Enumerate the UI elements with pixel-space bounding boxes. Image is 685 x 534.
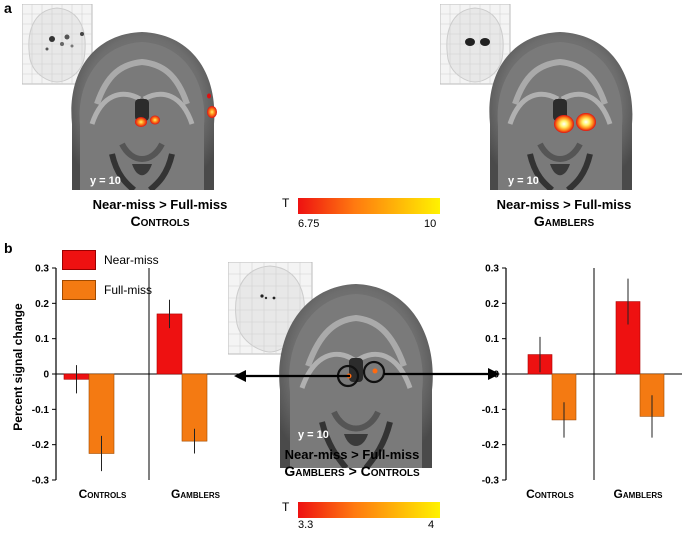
- y-tick-label: -0.2: [32, 440, 50, 451]
- y-tick-label: -0.1: [32, 405, 50, 416]
- colorbar-max: 10: [424, 218, 437, 230]
- y-tick-label: 0: [43, 370, 49, 381]
- legend: Near-miss Full-miss: [62, 250, 159, 300]
- legend-swatch-full-miss: [62, 280, 96, 300]
- arrow-right-icon: [488, 368, 500, 380]
- brain-scan-gamblers-vs-controls: y = 10: [228, 262, 433, 468]
- contrast-label: Near-miss > Full-miss: [496, 197, 632, 212]
- y-tick-label: -0.3: [482, 476, 500, 487]
- slice-coordinate: y = 10: [298, 429, 329, 441]
- colorbar-max: 4: [428, 519, 435, 531]
- y-tick-label: -0.3: [32, 476, 50, 487]
- legend-label: Full-miss: [104, 283, 152, 297]
- colorbar-symbol: T: [282, 500, 290, 514]
- legend-swatch-near-miss: [62, 250, 96, 270]
- colorbar-min: 3.3: [298, 519, 314, 531]
- arrow-left-icon: [234, 370, 246, 382]
- category-label: Controls: [79, 487, 127, 501]
- group-label: Gamblers: [533, 213, 595, 229]
- y-tick-label: 0.3: [35, 264, 49, 275]
- y-tick-label: 0.3: [485, 264, 499, 275]
- category-label: Gamblers: [614, 487, 664, 501]
- roi-circle-right: [362, 360, 386, 384]
- slice-coordinate: y = 10: [90, 175, 121, 187]
- category-label: Gamblers: [171, 487, 221, 501]
- panel-letter-b: b: [4, 240, 13, 256]
- y-tick-label: 0.1: [485, 334, 499, 345]
- y-tick-label: 0.2: [485, 299, 499, 310]
- brain-scan-gamblers: y = 10: [440, 4, 633, 190]
- bar-chart-left: 0.3 0.2 0.1 0 -0.1 -0.2 -0.3 Controls Gamblers: [32, 264, 242, 501]
- brain-scan-controls: y = 10: [22, 4, 217, 190]
- glass-brain-inset: [228, 262, 313, 355]
- caption-gamblers: Near-miss > Full-miss Gamblers: [464, 196, 664, 230]
- glass-brain-inset: [440, 4, 511, 85]
- caption-controls: Near-miss > Full-miss Controls: [60, 196, 260, 230]
- colorbar-symbol: T: [282, 196, 290, 210]
- bar-chart-right: 0.3 0.2 0.1 0 -0.1 -0.2 -0.3 Controls Gamblers: [482, 264, 682, 501]
- contrast-label: Near-miss > Full-miss: [284, 447, 420, 462]
- colorbar-b: [298, 502, 440, 518]
- y-tick-label: 0: [493, 370, 499, 381]
- category-label: Controls: [526, 487, 574, 501]
- glass-brain-inset: [22, 4, 93, 85]
- y-tick-label: -0.1: [482, 405, 500, 416]
- legend-item-full-miss: Full-miss: [62, 280, 159, 300]
- legend-item-near-miss: Near-miss: [62, 250, 159, 270]
- y-tick-label: 0.1: [35, 334, 49, 345]
- colorbar-min: 6.75: [298, 218, 320, 230]
- y-tick-label: -0.2: [482, 440, 500, 451]
- roi-arrows: [234, 368, 500, 382]
- group-label: Controls: [130, 213, 190, 229]
- slice-coordinate: y = 10: [508, 175, 539, 187]
- group-label: Gamblers > Controls: [284, 463, 420, 479]
- contrast-label: Near-miss > Full-miss: [92, 197, 228, 212]
- colorbar-a: [298, 198, 440, 214]
- panel-letter-a: a: [4, 0, 12, 16]
- legend-label: Near-miss: [104, 253, 159, 267]
- caption-gamblers-vs-controls: Near-miss > Full-miss Gamblers > Control…: [244, 446, 460, 480]
- y-tick-label: 0.2: [35, 299, 49, 310]
